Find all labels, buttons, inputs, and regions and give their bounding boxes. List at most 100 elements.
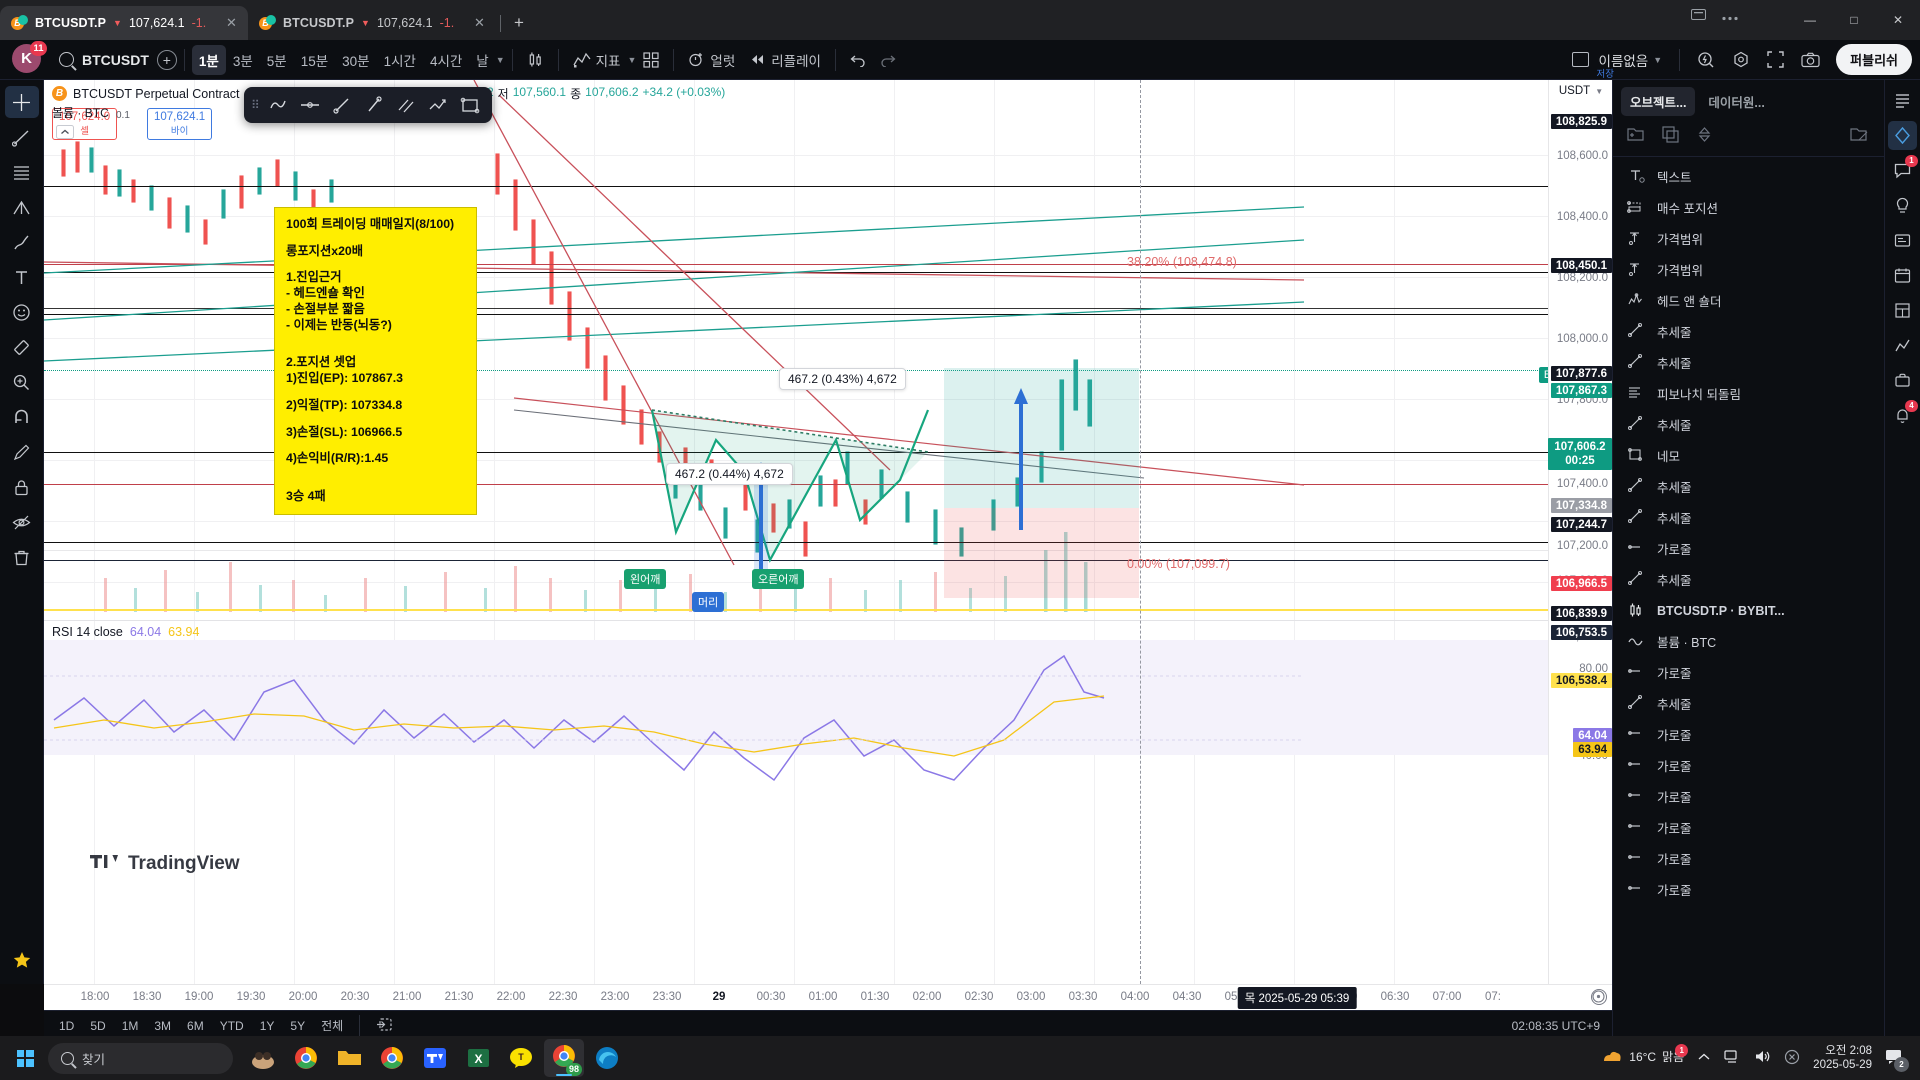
object-item-head-shoulders[interactable]: 헤드 앤 숄더 [1613,285,1884,316]
cursor-cross-icon[interactable] [4,86,39,118]
zoom-tool-icon[interactable] [5,366,39,398]
tray-expand-chevron-up-icon[interactable] [1697,1051,1711,1065]
user-avatar[interactable]: K 11 [12,40,47,76]
alert-button[interactable]: 얼럿 [681,45,742,75]
object-item-rectangle[interactable]: 네모 [1613,440,1884,471]
settings-gear-icon[interactable] [1725,46,1757,74]
weather-widget[interactable]: 16°C 맑음 1 [1601,1043,1689,1069]
taskbar-search[interactable]: 찾기 [48,1042,233,1074]
price-range-label-lower[interactable]: 467.2 (0.44%) 4,672 [666,463,793,485]
hotlist-icon[interactable] [1888,331,1917,360]
timeframe-1h[interactable]: 1시간 [383,53,416,69]
chart-name-button[interactable]: 이름없음 저장 ▼ [1592,46,1670,80]
broker-icon[interactable] [1888,366,1917,395]
object-item-horizontal-line-8[interactable]: 가로줄 [1613,874,1884,905]
object-item-long-position[interactable]: 매수 포지션 [1613,192,1884,223]
object-item-horizontal-line-2[interactable]: 가로줄 [1613,657,1884,688]
lock-tool-icon[interactable] [5,471,39,503]
time-scale[interactable]: 18:00 18:30 19:00 19:30 20:00 20:30 21:0… [44,984,1612,1010]
taskbar-clock[interactable]: 오전 2:08 2025-05-29 [1813,1044,1872,1073]
sort-icon[interactable] [1696,126,1713,148]
object-item-trendline-7[interactable]: 추세줄 [1613,688,1884,719]
new-folder-icon[interactable] [1627,126,1646,148]
taskbar-app-widget[interactable] [243,1039,283,1077]
price-chart[interactable]: B BTCUSDT Perpetual Contract · 1 · BYBIT… [44,80,1612,984]
calendar-icon[interactable] [1888,261,1917,290]
text-tool-icon[interactable] [5,261,39,293]
timezone-clock-icon[interactable] [1591,989,1607,1005]
buy-order-tag[interactable]: 107,624.1 바이 [147,108,213,140]
timeframe-4h[interactable]: 4시간 [429,53,463,69]
news-icon[interactable] [1888,226,1917,255]
start-button[interactable] [6,1039,44,1077]
taskbar-app-edge[interactable] [587,1039,627,1077]
taskbar-app-excel[interactable]: X [458,1039,498,1077]
taskbar-app-folder[interactable] [329,1039,369,1077]
symbol-search-button[interactable]: BTCUSDT [51,45,157,75]
watchlist-icon[interactable] [1888,86,1917,115]
indicators-chevron-down-icon[interactable]: ▼ [627,54,637,65]
range-ytd[interactable]: YTD [219,1018,244,1033]
tab-close-icon[interactable]: ✕ [474,14,485,30]
chat-icon[interactable]: 1 [1888,155,1918,185]
objects-tree-icon[interactable] [1888,121,1917,150]
collapse-pane-icon[interactable] [56,125,74,142]
sell-order-tag[interactable]: 107,624.0 셀 [52,108,118,140]
fullscreen-icon[interactable] [1760,46,1791,73]
trendline-float-icon[interactable] [263,91,293,119]
browser-tab-1[interactable]: B BTCUSDT.P ▼ 107,624.1 -1. ✕ [248,6,496,40]
object-item-horizontal-line-5[interactable]: 가로줄 [1613,781,1884,812]
layout-square-icon[interactable] [1571,52,1589,67]
taskbar-app-active-browser[interactable]: 98 [544,1039,584,1077]
object-item-horizontal-line-7[interactable]: 가로줄 [1613,843,1884,874]
range-all[interactable]: 전체 [321,1019,344,1033]
price-scale[interactable]: USDT ▼ 108,600.0 108,400.0 108,200.0 108… [1548,80,1612,984]
object-item-horizontal-line-6[interactable]: 가로줄 [1613,812,1884,843]
browser-tab-0[interactable]: B BTCUSDT.P ▼ 107,624.1 -1. ✕ [0,6,248,40]
object-item-trendline-4[interactable]: 추세줄 [1613,471,1884,502]
currency-selector[interactable]: USDT ▼ [1549,80,1613,102]
timeframe-15m[interactable]: 15분 [300,53,329,69]
volume-icon[interactable] [1754,1049,1771,1067]
bell-alert-icon[interactable]: 4 [1888,400,1918,430]
chart-type-button[interactable] [520,46,551,73]
drawing-mode-icon[interactable] [5,436,39,468]
tab-objects[interactable]: 오브젝트... [1621,87,1696,116]
range-6m[interactable]: 6M [187,1018,204,1033]
taskbar-app-tradingview[interactable] [415,1039,455,1077]
object-item-symbol-series[interactable]: BTCUSDT.P · BYBIT... [1613,595,1884,626]
favorites-star-icon[interactable] [5,944,39,976]
undo-button[interactable] [843,48,873,72]
object-item-trendline-2[interactable]: 추세줄 [1613,347,1884,378]
object-item-horizontal-line-4[interactable]: 가로줄 [1613,750,1884,781]
range-1d[interactable]: 1D [59,1018,75,1033]
object-item-trendline-1[interactable]: 추세줄 [1613,316,1884,347]
brush-tool-icon[interactable] [5,226,39,258]
pitchfork-tool-icon[interactable] [5,191,39,223]
replay-button[interactable]: 리플레이 [742,45,828,75]
trash-icon[interactable] [5,541,39,573]
layout-grid-button[interactable] [636,47,666,73]
pattern-label-left-shoulder[interactable]: 왼어깨 [624,569,667,589]
rectangle-float-icon[interactable] [455,91,485,119]
measure-tool-icon[interactable] [5,331,39,363]
data-window-icon[interactable] [1888,296,1917,325]
parallel-channel-float-icon[interactable] [391,91,421,119]
new-tab-button[interactable]: + [514,13,524,32]
quick-search-icon[interactable] [1690,46,1722,74]
redo-button[interactable] [873,48,903,72]
taskbar-app-chrome-2[interactable] [372,1039,412,1077]
network-icon[interactable] [1724,1049,1741,1067]
magnet-tool-icon[interactable] [5,401,39,433]
object-item-price-range-2[interactable]: 가격범위 [1613,254,1884,285]
ideas-icon[interactable] [1888,191,1917,220]
zigzag-float-icon[interactable] [423,91,453,119]
horizontal-line-float-icon[interactable] [295,91,325,119]
taskbar-app-chrome-1[interactable] [286,1039,326,1077]
object-item-horizontal-line-3[interactable]: 가로줄 [1613,719,1884,750]
toolbar-drag-handle[interactable]: ⠿ [251,97,260,112]
timeframe-chevron-down-icon[interactable]: ▼ [495,54,505,65]
trendline-tool-icon[interactable] [5,121,39,153]
range-1m[interactable]: 1M [121,1018,139,1033]
object-item-trendline-6[interactable]: 추세줄 [1613,564,1884,595]
